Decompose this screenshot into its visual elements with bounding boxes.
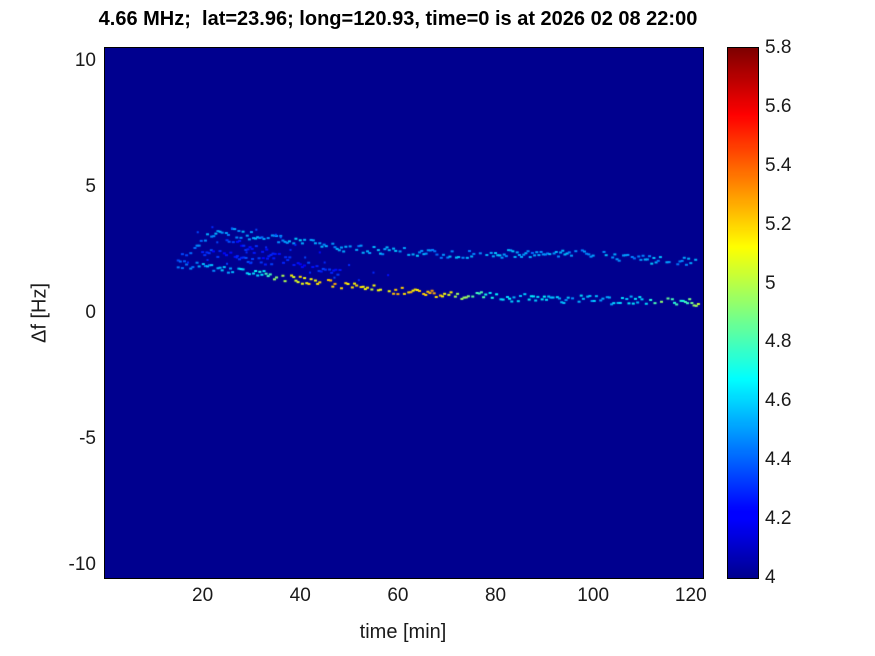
colorbar-canvas <box>728 48 758 578</box>
x-tick-label: 100 <box>577 585 610 606</box>
colorbar-tick-label: 4 <box>765 567 776 588</box>
x-tick-label: 20 <box>192 585 214 606</box>
colorbar-tick-label: 4.6 <box>765 390 792 412</box>
colorbar-tick-label: 4.4 <box>765 449 792 471</box>
colorbar-tick-label: 5.6 <box>765 95 792 117</box>
colorbar-tick-label: 5.2 <box>765 213 792 235</box>
colorbar-tick-label: 5.4 <box>765 154 792 176</box>
colorbar-tick-label: 5 <box>765 272 776 294</box>
y-tick-label: 5 <box>85 175 96 197</box>
y-tick-label: -5 <box>79 428 96 450</box>
plot-area <box>104 47 704 579</box>
plot-title: 4.66 MHz; lat=23.96; long=120.93, time=0… <box>98 8 698 30</box>
x-tick-label: 40 <box>289 585 311 606</box>
colorbar-tick-label: 4.8 <box>765 331 792 353</box>
x-tick-label: 80 <box>484 585 507 606</box>
colorbar-tick-label: 4.2 <box>765 508 792 530</box>
y-tick-label: 10 <box>74 49 96 71</box>
colorbar-tick-label: 5.8 <box>765 37 792 58</box>
colorbar <box>727 47 759 579</box>
y-tick-label: -10 <box>68 554 96 576</box>
x-tick-label: 120 <box>674 585 707 606</box>
x-tick-label: 60 <box>387 585 409 606</box>
x-axis-label: time [min] <box>359 621 447 643</box>
y-tick-label: 0 <box>85 302 96 323</box>
heatmap-canvas <box>105 48 703 578</box>
